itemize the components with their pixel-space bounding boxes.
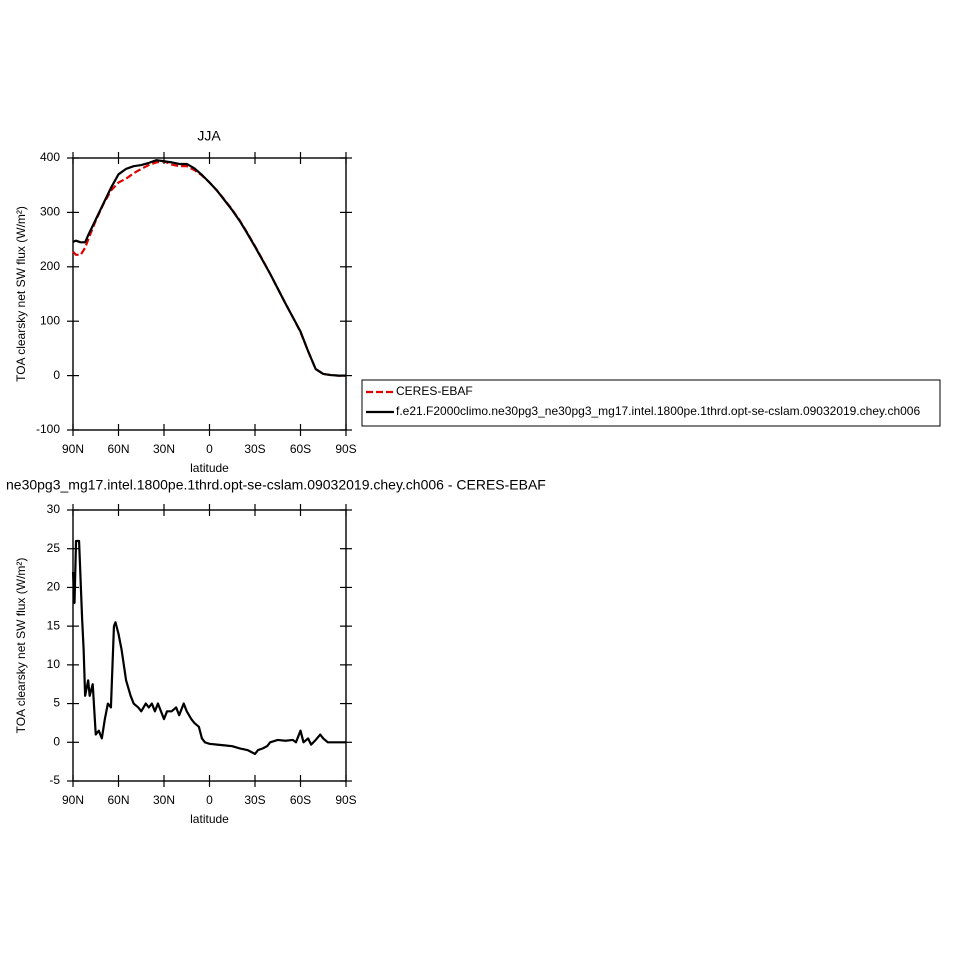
plot: ne30pg3_mg17.intel.1800pe.1thrd.opt-se-c…	[6, 477, 546, 826]
chart-title: JJA	[197, 128, 221, 144]
y-tick-label: 300	[40, 205, 60, 219]
x-tick-label: 30N	[153, 442, 175, 456]
legend: CERES-EBAF f.e21.F2000climo.ne30pg3_ne30p…	[361, 379, 941, 427]
x-tick-label: 90N	[62, 442, 84, 456]
x-tick-label: 90S	[335, 793, 356, 807]
x-tick-label: 60S	[290, 442, 311, 456]
x-tick-label: 30S	[244, 793, 265, 807]
x-tick-label: 30S	[244, 442, 265, 456]
y-tick-label: 200	[40, 259, 60, 273]
y-tick-label: 100	[40, 313, 60, 327]
y-tick-label: 20	[47, 580, 61, 594]
x-tick-label: 90S	[335, 442, 356, 456]
x-tick-label: 60N	[107, 793, 129, 807]
y-tick-label: 0	[53, 368, 60, 382]
data-line	[71, 539, 346, 755]
x-tick-label: 60S	[290, 793, 311, 807]
legend-label: f.e21.F2000climo.ne30pg3_ne30pg3_mg17.in…	[396, 404, 920, 418]
y-tick-label: 15	[47, 618, 61, 632]
y-tick-label: 30	[47, 502, 61, 516]
legend-label: CERES-EBAF	[396, 384, 473, 398]
chart-title: ne30pg3_mg17.intel.1800pe.1thrd.opt-se-c…	[6, 477, 546, 493]
y-tick-label: 25	[47, 541, 61, 555]
y-tick-label: -5	[49, 773, 60, 787]
x-tick-label: 60N	[107, 442, 129, 456]
plot-frame	[72, 157, 347, 431]
y-tick-label: 10	[47, 657, 61, 671]
x-axis-label: latitude	[190, 461, 229, 475]
y-axis-label: TOA clearsky net SW flux (W/m²)	[14, 558, 28, 734]
y-tick-label: 400	[40, 150, 60, 164]
plot-frame	[72, 509, 347, 782]
legend-box	[361, 379, 941, 427]
data-line	[72, 159, 346, 377]
y-axis-label: TOA clearsky net SW flux (W/m²)	[14, 206, 28, 382]
y-tick-label: 5	[53, 696, 60, 710]
y-tick-label: -100	[36, 422, 60, 436]
x-tick-label: 0	[206, 793, 213, 807]
x-tick-label: 30N	[153, 793, 175, 807]
plot: JJA latitude TOA clearsky net SW flux (W/m…	[14, 128, 357, 475]
x-tick-label: 0	[206, 442, 213, 456]
x-tick-label: 90N	[62, 793, 84, 807]
x-axis-label: latitude	[190, 812, 229, 826]
y-tick-label: 0	[53, 734, 60, 748]
